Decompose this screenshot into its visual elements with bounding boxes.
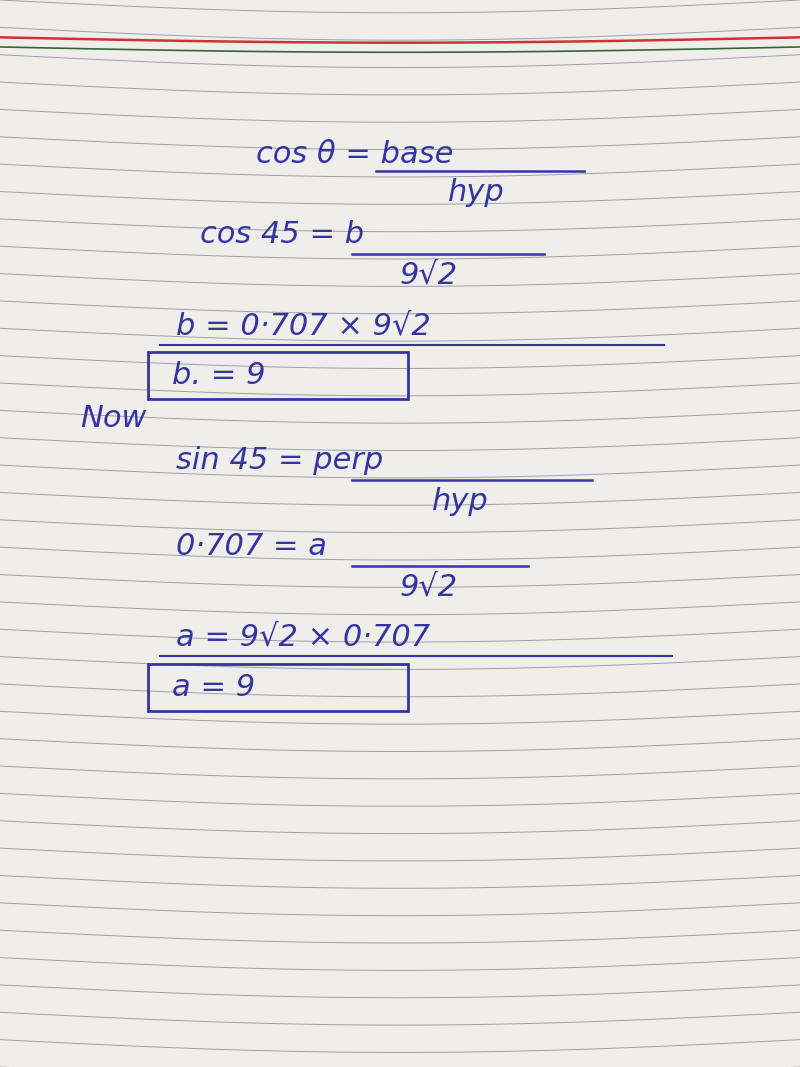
Text: a = 9√2 × 0·707: a = 9√2 × 0·707	[176, 622, 430, 652]
Text: a = 9: a = 9	[172, 672, 255, 702]
Text: hyp: hyp	[448, 177, 505, 207]
Text: 0·707 = a: 0·707 = a	[176, 531, 327, 561]
Text: 9√2: 9√2	[400, 572, 458, 602]
Text: b = 0·707 × 9√2: b = 0·707 × 9√2	[176, 310, 430, 340]
Text: 9√2: 9√2	[400, 260, 458, 290]
Text: cos θ = base: cos θ = base	[256, 140, 454, 170]
Text: sin 45 = perp: sin 45 = perp	[176, 446, 383, 476]
Text: cos 45 = b: cos 45 = b	[200, 220, 364, 250]
Text: hyp: hyp	[432, 487, 489, 516]
Bar	[148, 352, 408, 399]
Text: b. = 9: b. = 9	[172, 361, 266, 391]
Bar	[148, 664, 408, 711]
Text: Now: Now	[80, 403, 146, 433]
